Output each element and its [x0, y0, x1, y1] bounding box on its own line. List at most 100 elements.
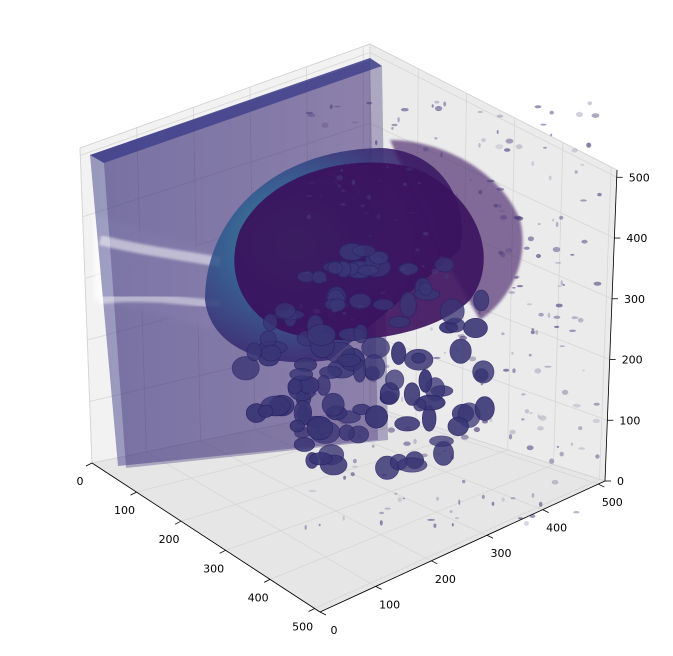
speck — [526, 303, 532, 306]
speck — [440, 152, 443, 158]
speck — [312, 426, 316, 428]
speck — [569, 329, 576, 333]
speck — [536, 254, 541, 258]
speck — [538, 312, 544, 317]
speck — [380, 291, 386, 295]
speck — [554, 262, 562, 264]
speck — [444, 440, 450, 444]
speck — [368, 364, 374, 370]
speck — [403, 182, 408, 187]
blob — [449, 338, 472, 364]
speck — [344, 422, 348, 425]
speck — [342, 515, 345, 521]
speck — [508, 291, 515, 294]
speck — [587, 101, 592, 106]
speck — [524, 409, 530, 414]
gridline — [599, 167, 612, 480]
speck — [581, 239, 588, 244]
speck — [409, 325, 414, 330]
speck — [535, 330, 539, 335]
blob — [357, 264, 379, 276]
speck — [537, 426, 544, 431]
speck — [394, 492, 398, 496]
speck — [534, 368, 542, 374]
speck — [308, 392, 317, 396]
speck — [504, 148, 511, 152]
blob — [364, 405, 388, 429]
speck — [397, 117, 400, 123]
speck — [509, 429, 516, 435]
speck — [547, 312, 551, 318]
blob — [418, 282, 433, 296]
speck — [562, 283, 565, 286]
speck — [351, 121, 359, 124]
speck — [496, 187, 505, 191]
blob — [348, 293, 372, 310]
y-tick-label: 100 — [379, 598, 400, 611]
speck — [555, 221, 559, 228]
blob — [328, 298, 346, 312]
speck — [592, 418, 600, 424]
x-tick — [219, 549, 226, 554]
blob — [259, 330, 277, 348]
speck — [351, 179, 356, 185]
speck — [523, 246, 530, 250]
y-tick — [598, 483, 605, 488]
speck — [340, 168, 344, 172]
speck — [366, 101, 373, 105]
y-tick — [375, 586, 382, 590]
gridline — [80, 52, 371, 156]
speck — [462, 479, 466, 484]
speck — [578, 447, 585, 450]
speck — [531, 493, 535, 498]
speck — [451, 523, 454, 527]
blob — [327, 261, 343, 275]
speck — [462, 298, 466, 303]
speck — [559, 345, 565, 347]
speck — [400, 267, 406, 271]
speck — [578, 426, 583, 431]
speck — [304, 525, 307, 530]
speck — [391, 123, 398, 127]
speck — [580, 163, 585, 167]
axis-lines — [91, 169, 618, 613]
speck — [401, 396, 404, 402]
speck — [529, 412, 533, 414]
speck — [376, 214, 381, 220]
speck — [540, 123, 547, 126]
x-tick — [174, 520, 182, 525]
speck — [397, 496, 402, 503]
speck — [443, 351, 447, 354]
speck — [407, 362, 411, 366]
speck — [434, 137, 438, 140]
speck — [500, 215, 507, 220]
speck — [452, 327, 459, 332]
fragment-cloud — [390, 140, 523, 320]
speck — [443, 450, 447, 452]
speck — [370, 377, 375, 383]
speck — [505, 248, 513, 253]
speck — [373, 376, 377, 383]
speck — [345, 163, 350, 166]
speck — [544, 365, 552, 368]
blob — [447, 416, 469, 437]
speck — [298, 304, 303, 309]
blob — [289, 367, 314, 381]
blob — [362, 354, 386, 381]
slab-top — [90, 58, 382, 163]
speck — [496, 130, 499, 134]
speck — [329, 104, 333, 110]
gridline — [553, 142, 564, 465]
blob — [311, 270, 327, 285]
speck — [315, 383, 319, 389]
speck — [577, 317, 584, 323]
speck — [394, 219, 399, 221]
speck — [409, 397, 415, 401]
speck — [552, 246, 561, 253]
speck — [401, 346, 406, 352]
speck — [508, 433, 513, 440]
speck — [444, 273, 449, 279]
speck — [582, 369, 585, 372]
speck — [340, 203, 346, 206]
speck — [400, 108, 409, 112]
